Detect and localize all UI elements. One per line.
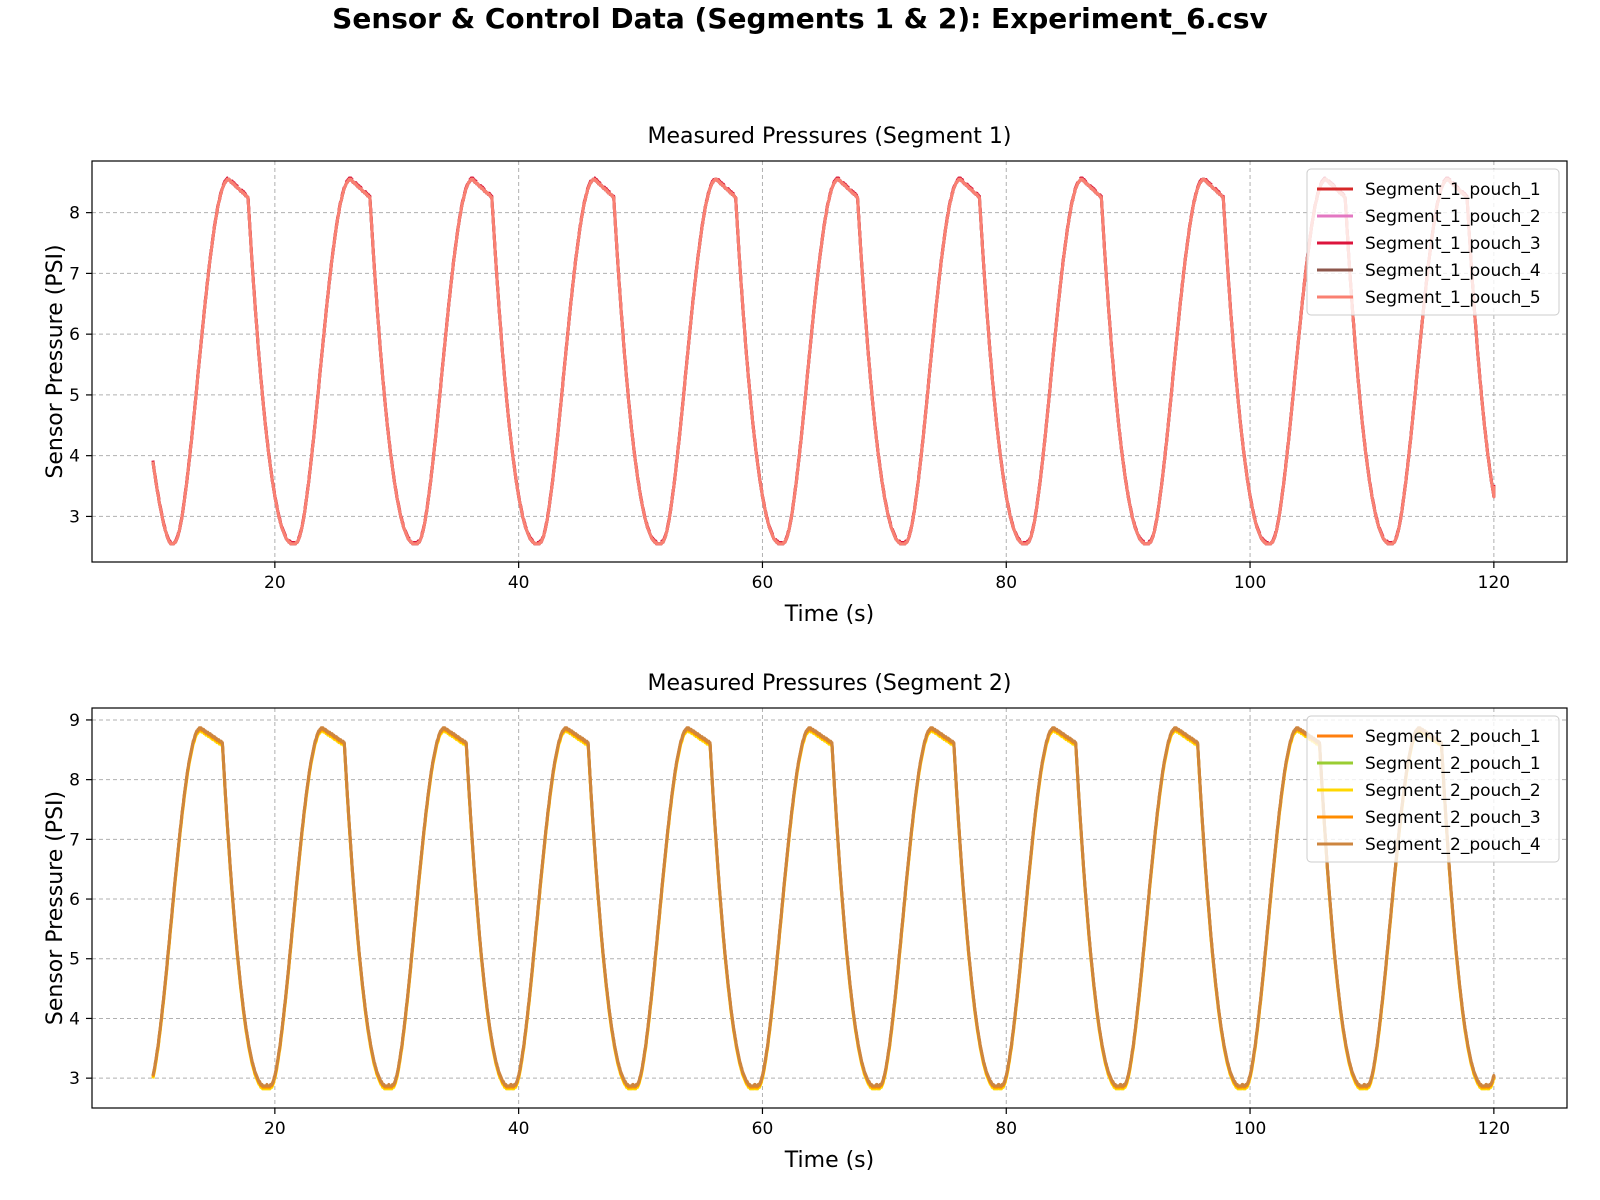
y-axis-label: Sensor Pressure (PSI) [43, 244, 68, 478]
figure-title: Sensor & Control Data (Segments 1 & 2): … [332, 2, 1268, 35]
x-tick-label: 40 [508, 573, 530, 593]
panel-segment-2: Measured Pressures (Segment 2) 20 40 60 80 10… [43, 671, 1568, 1173]
x-tick-label: 60 [752, 573, 774, 593]
x-tick-label: 20 [264, 1119, 286, 1139]
y-tick-label: 8 [69, 204, 80, 224]
x-tick-label: 20 [264, 573, 286, 593]
y-tick-label: 3 [69, 1069, 80, 1089]
x-axis-label: Time (s) [784, 602, 874, 627]
series-group [151, 726, 1496, 1091]
legend-entry: Segment_1_pouch_5 [1365, 288, 1541, 308]
x-tick-label: 60 [752, 1119, 774, 1139]
legend: Segment_2_pouch_1 Segment_2_pouch_1 Segmen… [1306, 715, 1560, 863]
y-tick-label: 5 [69, 950, 80, 970]
legend-entry: Segment_1_pouch_3 [1365, 234, 1541, 254]
axes-frame [91, 707, 1568, 1109]
x-tick-label: 120 [1478, 573, 1510, 593]
series-group [151, 176, 1496, 546]
x-tick-label: 100 [1234, 573, 1266, 593]
x-tick-label: 120 [1478, 1119, 1510, 1139]
legend-box [1306, 168, 1560, 316]
x-axis-label: Time (s) [784, 1148, 874, 1173]
legend-entry: Segment_2_pouch_3 [1365, 808, 1541, 828]
legend-entry: Segment_1_pouch_2 [1365, 207, 1541, 227]
y-tick-label: 3 [69, 507, 80, 527]
y-tick-label: 4 [69, 1009, 80, 1029]
y-tick-label: 8 [69, 771, 80, 791]
y-tick-label: 5 [69, 386, 80, 406]
y-tick-label: 7 [69, 830, 80, 850]
x-tick-label: 80 [995, 1119, 1017, 1139]
legend: Segment_1_pouch_1 Segment_1_pouch_2 Segmen… [1306, 168, 1560, 316]
panel-title: Measured Pressures (Segment 2) [647, 671, 1011, 696]
legend-entry: Segment_2_pouch_1 [1365, 727, 1541, 747]
legend-entry: Segment_2_pouch_2 [1365, 781, 1541, 801]
y-tick-label: 6 [69, 890, 80, 910]
panel-segment-1: Measured Pressures (Segment 1) 20 40 60 80 10… [43, 124, 1568, 627]
legend-entry: Segment_1_pouch_1 [1365, 180, 1541, 200]
y-tick-label: 6 [69, 325, 80, 345]
y-axis-label: Sensor Pressure (PSI) [43, 791, 68, 1025]
axes-frame [91, 160, 1568, 563]
legend-box [1306, 715, 1560, 863]
x-tick-label: 100 [1234, 1119, 1266, 1139]
panel-title: Measured Pressures (Segment 1) [647, 124, 1011, 149]
series-line [151, 177, 1496, 546]
series-line [151, 726, 1496, 1088]
x-tick-label: 80 [995, 573, 1017, 593]
y-tick-label: 9 [69, 711, 80, 731]
y-tick-label: 4 [69, 447, 80, 467]
x-tick-label: 40 [508, 1119, 530, 1139]
legend-entry: Segment_2_pouch_1 [1365, 754, 1541, 774]
y-tick-label: 7 [69, 264, 80, 284]
legend-entry: Segment_2_pouch_4 [1365, 835, 1541, 855]
legend-entry: Segment_1_pouch_4 [1365, 261, 1541, 281]
